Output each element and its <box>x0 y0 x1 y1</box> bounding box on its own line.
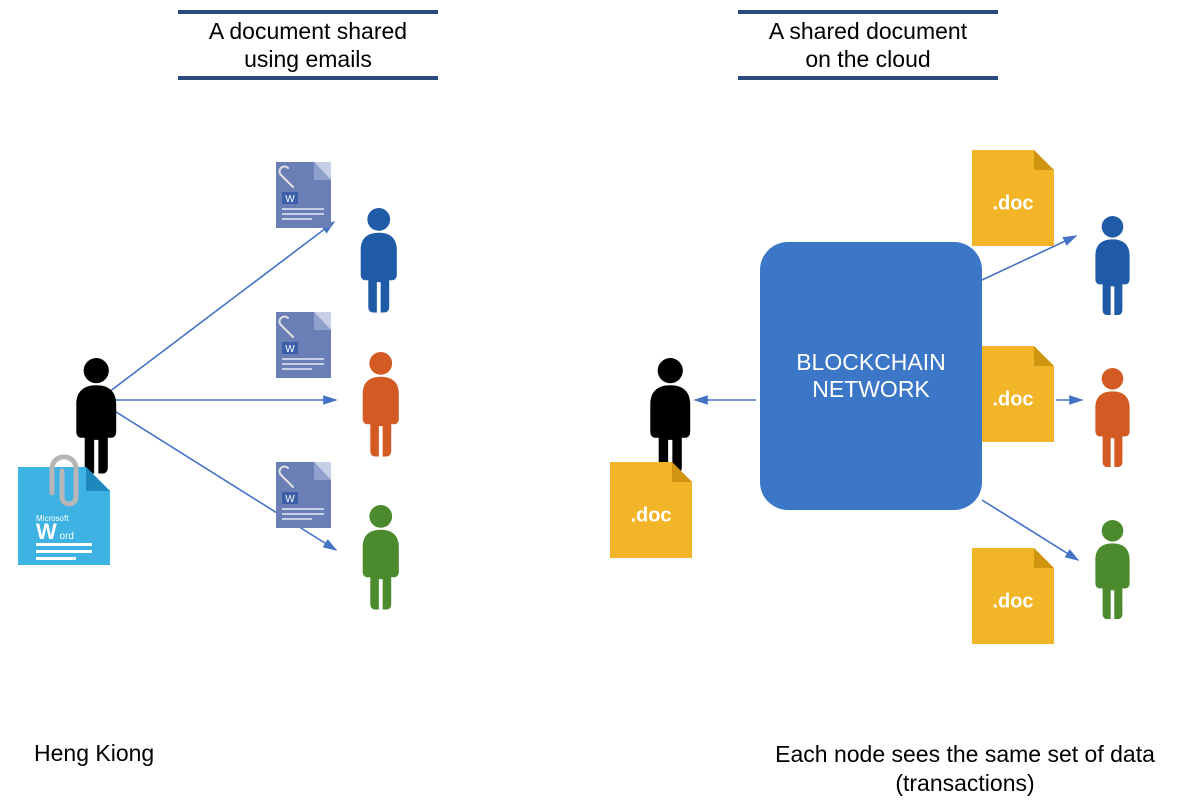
heading-left: A document shared using emails <box>175 18 441 73</box>
right-caption-line1: Each node sees the same set of data <box>775 741 1155 767</box>
right-caption-line2: (transactions) <box>895 770 1034 796</box>
attribution-caption: Heng Kiong <box>34 740 154 767</box>
heading-rule <box>178 10 438 14</box>
attribution-text: Heng Kiong <box>34 740 154 766</box>
blockchain-line2: NETWORK <box>812 376 930 403</box>
recipient-doc-icon: .doc <box>972 346 1054 442</box>
recipient-person-icon <box>1095 520 1129 619</box>
svg-text:.doc: .doc <box>992 591 1033 613</box>
recipient-doc-icon: .doc <box>972 548 1054 644</box>
recipient-doc-icon: .doc <box>972 150 1054 246</box>
heading-left-line1: A document shared <box>209 18 407 44</box>
recipient-person-icon <box>1095 368 1129 467</box>
recipient-person-icon <box>363 505 399 610</box>
heading-right-line1: A shared document <box>769 18 967 44</box>
word-document-icon: MicrosoftW ord <box>18 457 110 565</box>
heading-right-line2: on the cloud <box>805 46 930 72</box>
blockchain-network-box: BLOCKCHAIN NETWORK <box>760 242 982 510</box>
heading-rule <box>178 76 438 80</box>
svg-text:Microsoft: Microsoft <box>36 514 69 523</box>
svg-text:.doc: .doc <box>992 389 1033 411</box>
heading-right: A shared document on the cloud <box>735 18 1001 73</box>
sender-doc-icon: .doc <box>610 462 692 558</box>
recipient-person-icon <box>1095 216 1129 315</box>
svg-text:.doc: .doc <box>630 505 671 527</box>
recipient-person-icon <box>363 352 399 457</box>
email-attachment-icon <box>276 312 331 378</box>
svg-text:.doc: .doc <box>992 193 1033 215</box>
diagram-svg: W MicrosoftW ord.doc.doc.doc.doc <box>0 0 1200 804</box>
heading-left-line2: using emails <box>244 46 372 72</box>
right-caption: Each node sees the same set of data (tra… <box>750 740 1180 798</box>
sender-person-icon <box>650 358 690 474</box>
heading-rule <box>738 76 998 80</box>
heading-rule <box>738 10 998 14</box>
blockchain-line1: BLOCKCHAIN <box>796 349 946 376</box>
svg-text:W ord: W ord <box>36 519 74 544</box>
email-attachment-icon <box>276 162 331 228</box>
recipient-person-icon <box>361 208 397 313</box>
sender-person-icon <box>76 358 116 474</box>
email-attachment-icon <box>276 462 331 528</box>
